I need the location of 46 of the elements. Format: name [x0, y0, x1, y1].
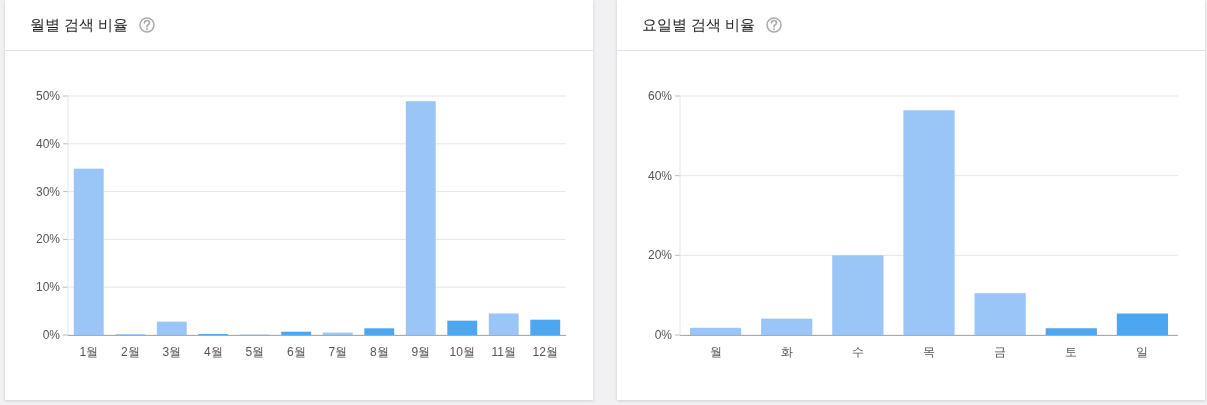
x-tick-label: 월 [709, 345, 722, 359]
chart-title: 요일별 검색 비율 [642, 15, 756, 35]
bar [488, 313, 519, 335]
x-tick-label: 수 [851, 345, 864, 359]
chart-title: 월별 검색 비율 [30, 15, 129, 35]
x-tick-label: 일 [1136, 345, 1149, 359]
bar [1045, 328, 1097, 335]
bar [832, 255, 884, 335]
y-tick-label: 30% [35, 184, 61, 199]
x-tick-label: 10월 [449, 345, 475, 359]
y-tick-label: 20% [35, 232, 61, 247]
bar [761, 318, 813, 335]
x-tick-label: 12월 [532, 345, 558, 359]
x-tick-label: 토 [1065, 345, 1078, 359]
bar [364, 328, 395, 335]
bar [73, 168, 104, 335]
bar [156, 321, 187, 335]
x-tick-label: 8월 [369, 345, 389, 359]
x-tick-label: 3월 [162, 345, 182, 359]
y-tick-label: 0% [42, 328, 61, 342]
x-tick-label: 1월 [79, 345, 99, 359]
x-tick-label: 7월 [328, 345, 348, 359]
bar [447, 320, 478, 335]
bar [281, 331, 312, 335]
y-tick-label: 50% [35, 89, 61, 103]
x-tick-label: 4월 [203, 345, 223, 359]
y-tick-label: 60% [647, 89, 673, 103]
bar [903, 110, 955, 335]
y-tick-label: 40% [647, 168, 673, 183]
x-tick-label: 9월 [411, 345, 431, 359]
bar [974, 293, 1026, 335]
bar [530, 319, 561, 335]
bar [1116, 313, 1169, 335]
bar [689, 327, 742, 335]
x-tick-label: 11월 [491, 345, 516, 359]
y-tick-label: 0% [654, 328, 673, 342]
y-tick-label: 10% [35, 280, 61, 295]
y-tick-label: 20% [647, 248, 673, 263]
bar [405, 101, 436, 335]
x-tick-label: 목 [923, 345, 935, 359]
x-tick-label: 화 [780, 345, 793, 359]
x-tick-label: 5월 [245, 345, 265, 359]
y-tick-label: 40% [35, 136, 61, 151]
x-tick-label: 금 [994, 345, 1007, 359]
x-tick-label: 2월 [120, 345, 140, 359]
x-tick-label: 6월 [286, 345, 306, 359]
